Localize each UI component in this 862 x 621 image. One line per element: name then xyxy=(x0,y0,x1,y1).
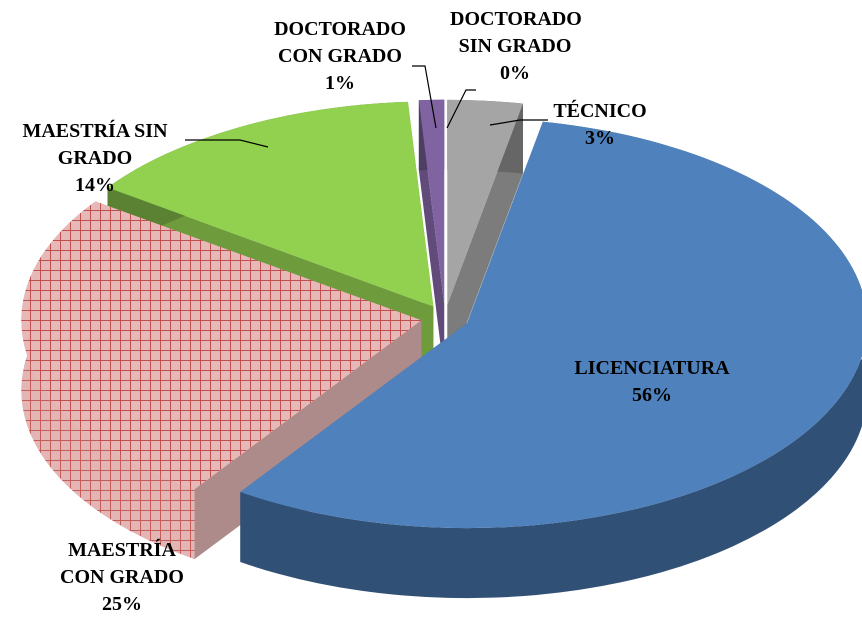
category: DOCTORADO SIN GRADO xyxy=(450,8,582,57)
category: MAESTRÍA CON GRADO xyxy=(60,539,184,588)
slice-label: TÉCNICO 3% xyxy=(545,98,655,152)
slice xyxy=(240,121,862,529)
slice-label: DOCTORADO SIN GRADO 0% xyxy=(450,6,582,87)
leader-line xyxy=(185,139,269,148)
slice xyxy=(447,99,523,305)
slice-side xyxy=(240,121,862,599)
slice-label: LICENCIATURA 56% xyxy=(572,355,732,409)
value-label: 14% xyxy=(75,174,115,196)
value-label: 25% xyxy=(102,593,142,615)
leader-line xyxy=(489,119,548,126)
category: LICENCIATURA xyxy=(574,357,730,379)
leader-line xyxy=(412,65,437,129)
slice xyxy=(21,201,422,490)
leader-line xyxy=(446,89,476,129)
leader-lines xyxy=(185,65,548,148)
slice-label: MAESTRÍA SIN GRADO 14% xyxy=(5,118,185,199)
slice-label: MAESTRÍA CON GRADO 25% xyxy=(47,537,197,618)
category: TÉCNICO xyxy=(553,100,647,122)
category: MAESTRÍA SIN GRADO xyxy=(22,120,168,169)
value-label: 0% xyxy=(500,62,530,84)
slice-label: DOCTORADO CON GRADO 1% xyxy=(265,16,415,97)
value-label: 1% xyxy=(325,72,355,94)
slice xyxy=(107,101,434,307)
value-label: 3% xyxy=(585,127,615,149)
category: DOCTORADO CON GRADO xyxy=(274,18,406,67)
slice xyxy=(418,99,445,305)
value-label: 56% xyxy=(632,384,672,406)
